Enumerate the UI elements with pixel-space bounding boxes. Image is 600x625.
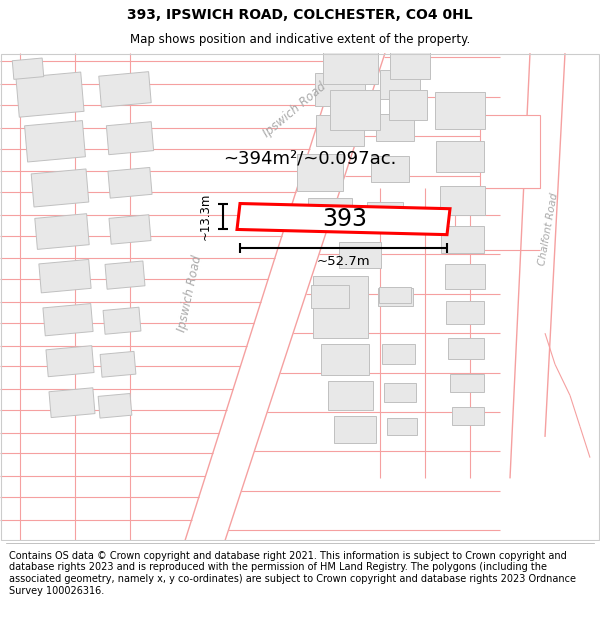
Polygon shape (377, 288, 413, 306)
Polygon shape (440, 226, 484, 253)
Polygon shape (330, 91, 380, 130)
Polygon shape (480, 116, 540, 188)
Polygon shape (98, 394, 132, 418)
Polygon shape (390, 48, 430, 79)
Text: Ipswich Road: Ipswich Road (176, 254, 205, 333)
Text: Chalfont Road: Chalfont Road (536, 192, 559, 267)
Polygon shape (105, 261, 145, 289)
Text: ~13.3m: ~13.3m (199, 192, 212, 240)
Text: Contains OS data © Crown copyright and database right 2021. This information is : Contains OS data © Crown copyright and d… (9, 551, 576, 596)
Polygon shape (446, 301, 484, 324)
Polygon shape (382, 344, 415, 364)
Polygon shape (308, 198, 352, 229)
Polygon shape (25, 121, 85, 162)
Text: ~394m²/~0.097ac.: ~394m²/~0.097ac. (223, 150, 397, 168)
Polygon shape (445, 264, 485, 289)
Polygon shape (376, 114, 414, 141)
Polygon shape (435, 91, 485, 129)
Polygon shape (448, 338, 484, 359)
Polygon shape (108, 168, 152, 198)
Polygon shape (380, 70, 420, 99)
Text: 393, IPSWICH ROAD, COLCHESTER, CO4 0HL: 393, IPSWICH ROAD, COLCHESTER, CO4 0HL (127, 8, 473, 22)
Text: 393: 393 (323, 207, 367, 231)
Polygon shape (35, 214, 89, 249)
Polygon shape (379, 286, 411, 303)
Polygon shape (315, 73, 365, 106)
Polygon shape (49, 388, 95, 418)
Polygon shape (31, 169, 89, 207)
Polygon shape (450, 374, 484, 392)
Polygon shape (100, 351, 136, 378)
Polygon shape (103, 308, 141, 334)
Polygon shape (16, 72, 84, 117)
Polygon shape (297, 154, 343, 191)
Text: ~52.7m: ~52.7m (317, 255, 370, 268)
Polygon shape (389, 91, 427, 119)
Polygon shape (371, 156, 409, 182)
Polygon shape (384, 383, 416, 402)
Text: Ipswich Road: Ipswich Road (261, 80, 329, 140)
Polygon shape (237, 204, 450, 234)
Polygon shape (321, 344, 369, 374)
Polygon shape (387, 418, 417, 436)
Polygon shape (311, 286, 349, 308)
Polygon shape (328, 381, 373, 410)
Polygon shape (436, 141, 484, 172)
Polygon shape (43, 304, 93, 336)
Polygon shape (367, 202, 403, 225)
Polygon shape (46, 346, 94, 377)
Polygon shape (109, 215, 151, 244)
Polygon shape (339, 242, 381, 268)
Text: Map shows position and indicative extent of the property.: Map shows position and indicative extent… (130, 33, 470, 46)
Polygon shape (439, 186, 485, 215)
Polygon shape (313, 276, 367, 338)
Polygon shape (334, 416, 376, 443)
Polygon shape (323, 42, 377, 84)
Polygon shape (99, 72, 151, 107)
Polygon shape (12, 58, 44, 79)
Polygon shape (452, 408, 484, 425)
Polygon shape (39, 259, 91, 293)
Polygon shape (106, 122, 154, 154)
Polygon shape (316, 116, 364, 146)
